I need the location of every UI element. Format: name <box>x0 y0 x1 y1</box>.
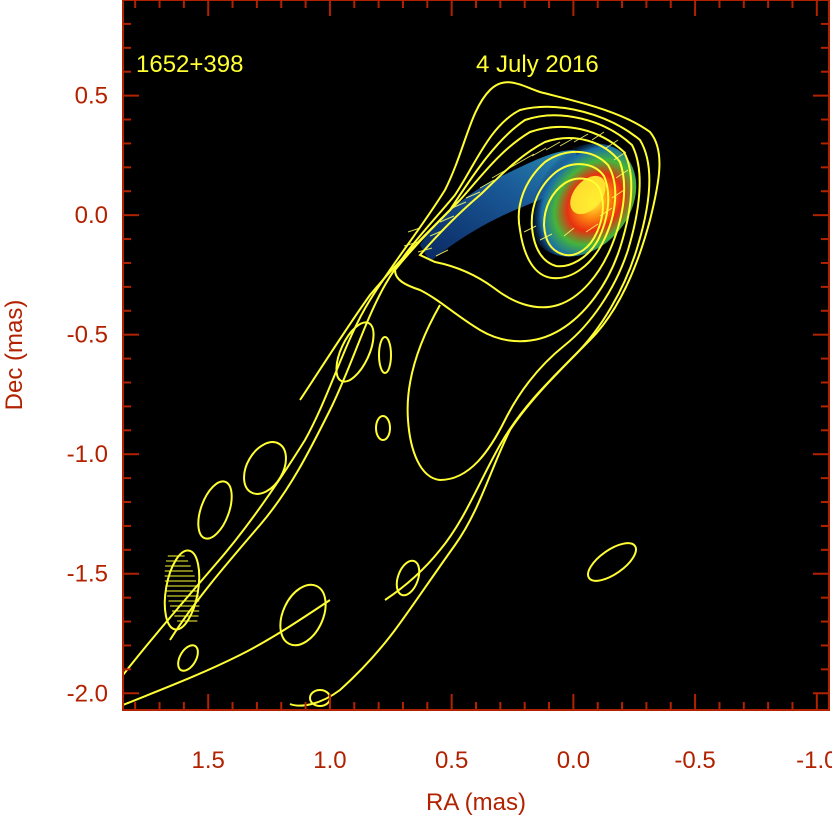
map-image <box>123 81 661 707</box>
y-tick-label: -2.0 <box>67 680 108 707</box>
contour-level-3 <box>299 114 641 482</box>
y-tick-label: -1.5 <box>67 561 108 588</box>
contour-island <box>177 644 199 672</box>
contour-level-7 <box>530 163 610 268</box>
contour-island <box>395 559 421 597</box>
x-tick-label: -1.0 <box>796 747 832 774</box>
contour-level-1b <box>123 599 331 706</box>
contour-lines <box>123 81 661 707</box>
y-tick-label: 0.5 <box>75 83 108 110</box>
contour-island <box>335 321 375 383</box>
x-tick-label: 0.5 <box>435 747 468 774</box>
x-tick-label: -0.5 <box>674 747 715 774</box>
y-axis-title: Dec (mas) <box>1 300 28 411</box>
y-tick-label: -0.5 <box>67 322 108 349</box>
contour-level-6 <box>517 150 617 280</box>
axis-ticks: 1.5 1.0 0.5 0.0 -0.5 -1.0 0.5 0.0 -0.5 -1.0 -1.5 -2… <box>67 0 832 774</box>
epoch-label: 4 July 2016 <box>476 51 599 78</box>
x-tick-label: 0.0 <box>557 747 590 774</box>
contour-level-4 <box>393 125 633 343</box>
x-axis-title: RA (mas) <box>426 789 526 816</box>
plot-area <box>123 0 829 710</box>
contour-level-8 <box>542 177 604 257</box>
y-tick-label: -1.0 <box>67 441 108 468</box>
contour-island <box>197 480 233 540</box>
contour-island <box>587 542 637 582</box>
contour-island <box>279 583 327 647</box>
source-label: 1652+398 <box>136 51 243 78</box>
contour-island <box>375 415 391 441</box>
contour-island <box>243 441 287 495</box>
y-tick-label: 0.0 <box>75 202 108 229</box>
contour-level-1 <box>123 81 661 707</box>
x-tick-label: 1.0 <box>313 747 346 774</box>
contour-level-2 <box>169 105 651 641</box>
contour-island <box>378 336 392 374</box>
beam-ellipse <box>163 549 201 631</box>
x-tick-label: 1.5 <box>192 747 225 774</box>
contour-level-5 <box>418 137 626 309</box>
